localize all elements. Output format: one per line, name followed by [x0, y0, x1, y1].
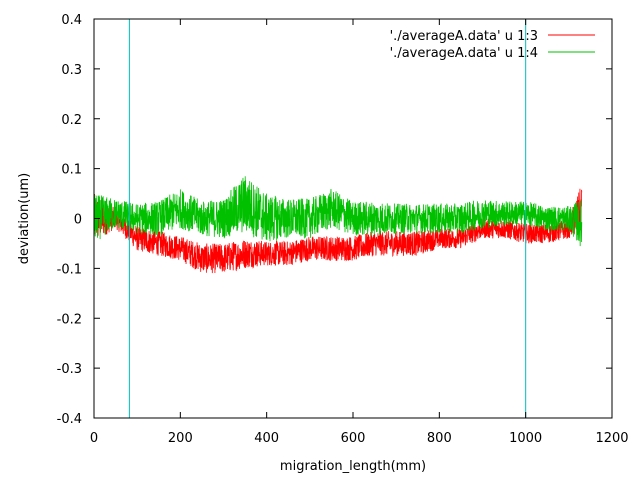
y-tick-label: 0.3 [61, 63, 82, 78]
legend: './averageA.data' u 1:3 './averageA.data… [390, 29, 595, 61]
series-line-2 [93, 176, 583, 247]
data-layer [93, 176, 583, 274]
legend-label-series-2: './averageA.data' u 1:4 [390, 46, 538, 61]
y-tick-label: -0.2 [57, 312, 82, 327]
series-line-1 [93, 188, 583, 274]
y-tick-label: -0.4 [57, 412, 82, 427]
vertical-marker-layer [128, 19, 527, 418]
y-tick-label: 0 [74, 213, 82, 228]
x-axis-label: migration_length(mm) [280, 459, 426, 474]
y-tick-label: 0.2 [61, 113, 82, 128]
x-tick-label: 600 [341, 431, 366, 446]
y-tick-label: -0.1 [57, 262, 82, 277]
x-tick-label: 800 [427, 431, 452, 446]
x-tick-label: 200 [168, 431, 193, 446]
legend-label-series-1: './averageA.data' u 1:3 [390, 29, 538, 44]
tick-layer: 0 200 400 600 800 1000 1200 -0.4 -0.3 -0.2 -0.1 0 0.… [57, 13, 629, 446]
x-tick-label: 400 [254, 431, 279, 446]
y-tick-label: 0.4 [61, 13, 82, 28]
y-tick-label: -0.3 [57, 362, 82, 377]
y-axis-label: deviation(um) [17, 173, 32, 264]
x-tick-label: 1000 [509, 431, 542, 446]
x-tick-label: 0 [90, 431, 98, 446]
y-tick-label: 0.1 [61, 163, 82, 178]
x-tick-label: 1200 [595, 431, 628, 446]
